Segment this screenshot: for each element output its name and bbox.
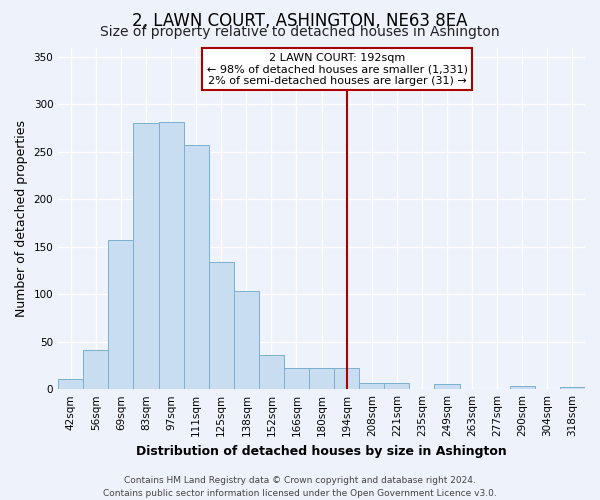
Y-axis label: Number of detached properties: Number of detached properties bbox=[15, 120, 28, 317]
Bar bbox=[284, 368, 309, 389]
Text: Size of property relative to detached houses in Ashington: Size of property relative to detached ho… bbox=[100, 25, 500, 39]
Text: 2, LAWN COURT, ASHINGTON, NE63 8EA: 2, LAWN COURT, ASHINGTON, NE63 8EA bbox=[132, 12, 468, 30]
Bar bbox=[434, 384, 460, 389]
Bar bbox=[184, 146, 209, 389]
X-axis label: Distribution of detached houses by size in Ashington: Distribution of detached houses by size … bbox=[136, 444, 507, 458]
Bar bbox=[359, 382, 385, 389]
Text: Contains HM Land Registry data © Crown copyright and database right 2024.
Contai: Contains HM Land Registry data © Crown c… bbox=[103, 476, 497, 498]
Bar bbox=[83, 350, 109, 389]
Bar bbox=[133, 124, 158, 389]
Bar bbox=[385, 384, 409, 389]
Bar bbox=[309, 368, 334, 389]
Bar bbox=[510, 386, 535, 389]
Bar bbox=[158, 122, 184, 389]
Bar bbox=[109, 240, 133, 389]
Bar bbox=[234, 292, 259, 389]
Text: 2 LAWN COURT: 192sqm
← 98% of detached houses are smaller (1,331)
2% of semi-det: 2 LAWN COURT: 192sqm ← 98% of detached h… bbox=[207, 52, 468, 86]
Bar bbox=[58, 378, 83, 389]
Bar bbox=[259, 355, 284, 389]
Bar bbox=[209, 262, 234, 389]
Bar bbox=[560, 388, 585, 389]
Bar bbox=[334, 368, 359, 389]
